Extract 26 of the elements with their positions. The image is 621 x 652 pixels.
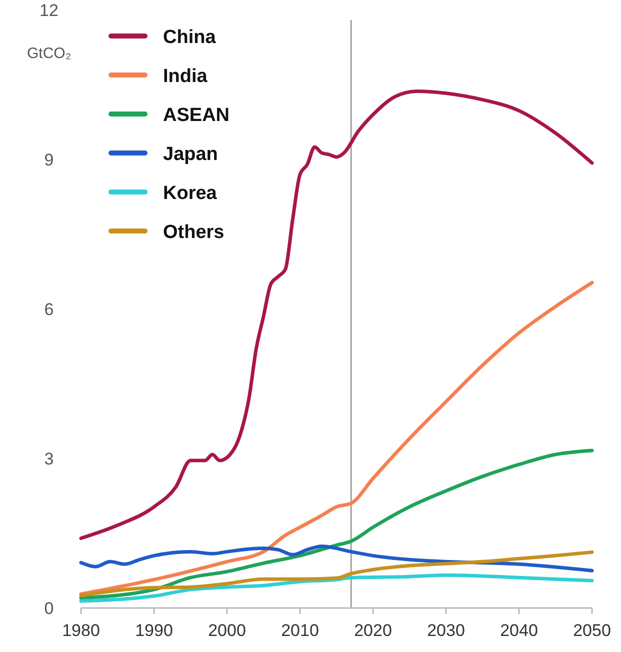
y-tick-label: 12 <box>40 1 58 20</box>
x-tick-label: 2040 <box>500 621 538 640</box>
y-tick-label: 9 <box>44 150 54 170</box>
line-series <box>79 544 594 572</box>
legend-label: China <box>163 27 216 48</box>
legend-label: ASEAN <box>163 105 230 126</box>
x-tick-label: 2030 <box>427 621 465 640</box>
x-tick-label: 1990 <box>135 621 173 640</box>
line-series <box>79 573 594 603</box>
y-tick-label: 3 <box>44 450 54 468</box>
line-series <box>79 448 594 600</box>
y-tick-label: 6 <box>44 300 54 319</box>
x-tick-label: 2020 <box>354 621 392 640</box>
line-series <box>79 550 594 598</box>
legend-label: Korea <box>163 183 218 204</box>
y-tick-label: 0 <box>44 599 54 618</box>
x-tick-label: 2000 <box>208 621 246 640</box>
y-axis-title: GtCO₂ <box>27 45 72 62</box>
line-series <box>79 89 594 540</box>
x-tick-label: 1980 <box>62 621 100 640</box>
line-series <box>79 280 594 596</box>
legend-label: Others <box>163 222 224 243</box>
legend-label: India <box>163 66 208 87</box>
legend-label: Japan <box>163 144 218 165</box>
x-tick-label: 2050 <box>573 621 611 640</box>
x-tick-label: 2010 <box>281 621 319 640</box>
